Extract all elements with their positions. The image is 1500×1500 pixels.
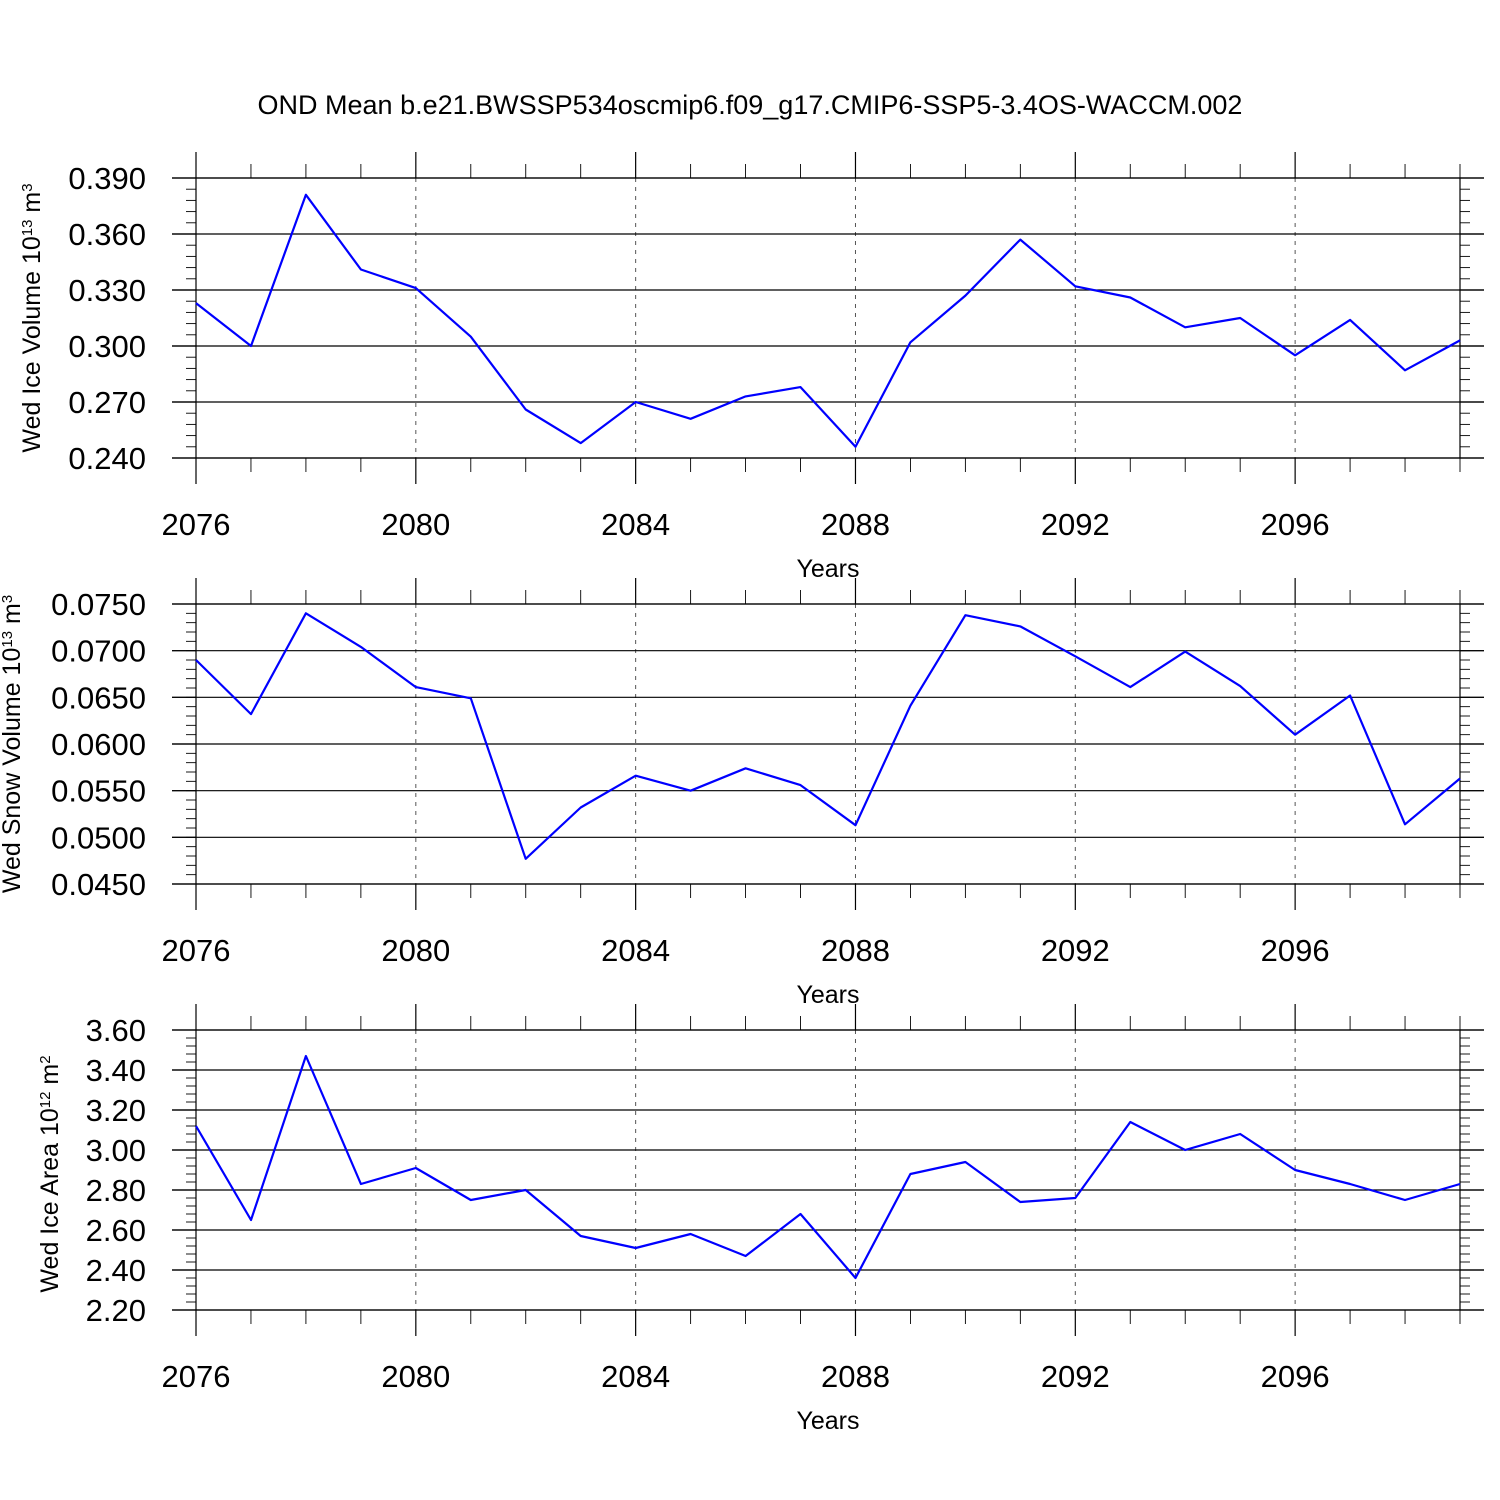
y-axis-label-unit-exp: 2	[37, 1055, 54, 1063]
x-tick-label: 2076	[162, 933, 231, 968]
y-tick-label: 0.0650	[51, 680, 146, 715]
x-tick-label: 2080	[381, 933, 450, 968]
x-tick-label: 2084	[601, 507, 670, 542]
y-tick-label: 0.360	[68, 217, 146, 252]
x-tick-label: 2092	[1041, 933, 1110, 968]
x-tick-label: 2092	[1041, 507, 1110, 542]
y-tick-label: 3.00	[86, 1133, 146, 1168]
x-tick-label: 2088	[821, 507, 890, 542]
y-tick-label: 2.20	[86, 1293, 146, 1328]
x-tick-label: 2080	[381, 507, 450, 542]
chart-panel-1: 0.240 0.270 0.300 0.330 0.360 0.390 2076 2080 20…	[18, 152, 1484, 583]
x-tick-label: 2088	[821, 1359, 890, 1394]
series-line	[195, 612, 1461, 860]
x-tick-label: 2096	[1261, 507, 1330, 542]
x-axis-label: Years	[796, 555, 859, 583]
x-tick-label: 2092	[1041, 1359, 1110, 1394]
x-axis-label: Years	[796, 981, 859, 1009]
x-tick-label: 2084	[601, 1359, 670, 1394]
x-tick-label: 2076	[162, 1359, 231, 1394]
x-axis-label: Years	[796, 1407, 859, 1435]
x-tick-label: 2080	[381, 1359, 450, 1394]
figure-title: OND Mean b.e21.BWSSP534oscmip6.f09_g17.C…	[258, 90, 1243, 120]
y-tick-label: 0.0750	[51, 587, 146, 622]
y-axis-label: Wed Ice Volume 1013 m3	[18, 183, 46, 452]
x-tick-label: 2096	[1261, 933, 1330, 968]
y-axis-label-text: Wed Snow Volume 10	[0, 648, 26, 894]
y-tick-label: 3.60	[86, 1013, 146, 1048]
chart-panel-3: 2.20 2.40 2.60 2.80 3.00 3.20 3.40 3.60 2076 2080…	[36, 1004, 1484, 1435]
y-tick-label: 3.20	[86, 1093, 146, 1128]
y-tick-label: 0.0600	[51, 727, 146, 762]
y-tick-label: 3.40	[86, 1053, 146, 1088]
y-axis-label-text: Wed Ice Volume 10	[18, 236, 46, 452]
y-axis-label: Wed Ice Area 1012 m2	[36, 1055, 64, 1292]
y-axis-label-unit-exp: 3	[19, 183, 36, 191]
x-tick-label: 2084	[601, 933, 670, 968]
y-axis-label-unit: m	[0, 603, 26, 631]
x-tick-label: 2096	[1261, 1359, 1330, 1394]
y-tick-label: 0.0700	[51, 634, 146, 669]
y-axis-label: Wed Snow Volume 1013 m3	[0, 595, 26, 893]
chart-panel-2: 0.0450 0.0500 0.0550 0.0600 0.0650 0.0700 0.07…	[0, 578, 1484, 1009]
y-tick-label: 0.0550	[51, 774, 146, 809]
y-axis-label-exp: 12	[37, 1092, 54, 1109]
y-tick-label: 0.0500	[51, 820, 146, 855]
series-line	[195, 1054, 1461, 1280]
y-axis-label-exp: 13	[19, 220, 36, 237]
y-axis-label-unit: m	[18, 192, 46, 220]
y-tick-label: 2.40	[86, 1253, 146, 1288]
y-tick-label: 0.330	[68, 273, 146, 308]
y-axis-label-exp: 13	[0, 631, 16, 648]
y-axis-label-text: Wed Ice Area 10	[36, 1108, 64, 1292]
y-tick-label: 0.390	[68, 161, 146, 196]
y-tick-label: 2.60	[86, 1213, 146, 1248]
y-tick-label: 0.240	[68, 441, 146, 476]
series-line	[195, 193, 1461, 448]
y-axis-label-unit: m	[36, 1064, 64, 1092]
y-tick-label: 0.0450	[51, 867, 146, 902]
y-tick-label: 0.300	[68, 329, 146, 364]
x-tick-label: 2088	[821, 933, 890, 968]
y-axis-label-unit-exp: 3	[0, 595, 16, 603]
y-tick-label: 0.270	[68, 385, 146, 420]
y-tick-label: 2.80	[86, 1173, 146, 1208]
x-tick-label: 2076	[162, 507, 231, 542]
